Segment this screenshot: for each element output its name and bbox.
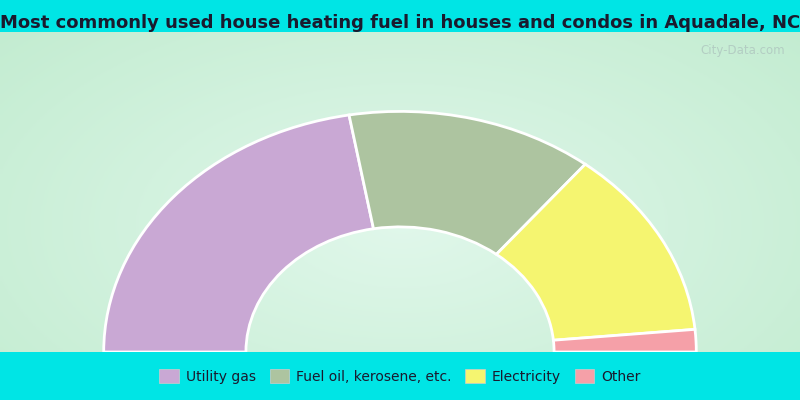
Legend: Utility gas, Fuel oil, kerosene, etc., Electricity, Other: Utility gas, Fuel oil, kerosene, etc., E…: [154, 364, 646, 389]
Wedge shape: [496, 164, 695, 340]
Wedge shape: [554, 329, 696, 352]
Text: City-Data.com: City-Data.com: [701, 44, 785, 57]
Wedge shape: [349, 111, 586, 254]
Wedge shape: [104, 115, 374, 352]
Text: Most commonly used house heating fuel in houses and condos in Aquadale, NC: Most commonly used house heating fuel in…: [0, 14, 800, 32]
